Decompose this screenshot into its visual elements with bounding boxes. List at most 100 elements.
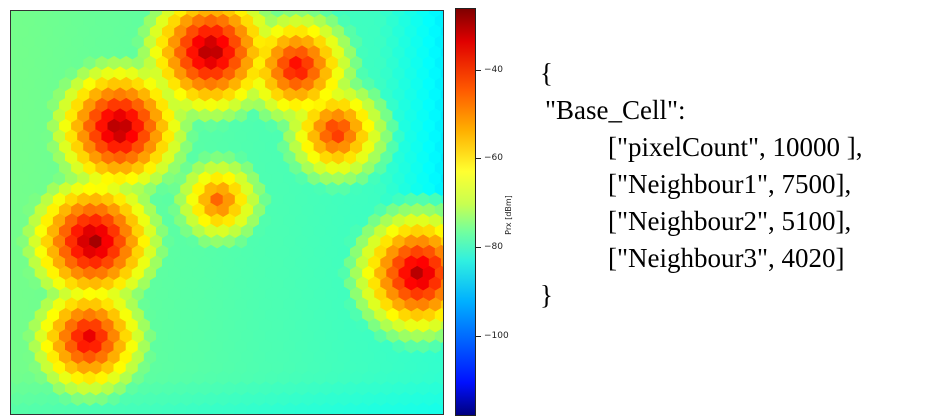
heatmap-cell	[234, 402, 248, 414]
heatmap-cell	[228, 160, 242, 177]
heatmap-cell	[392, 171, 406, 187]
heatmap-cell	[398, 223, 412, 240]
heatmap-cell	[186, 255, 200, 271]
heatmap-cell	[119, 181, 133, 198]
heatmap-cell	[228, 202, 242, 219]
heatmap-cell	[137, 171, 151, 187]
heatmap-cell	[343, 276, 358, 292]
heatmap-cell	[101, 234, 115, 250]
heatmap-cell	[295, 108, 309, 124]
heatmap-cell	[331, 276, 345, 292]
heatmap-cell	[343, 192, 358, 208]
heatmap-cell	[240, 139, 254, 156]
heatmap-cell	[46, 34, 60, 51]
heatmap-cell	[113, 171, 127, 187]
heatmap-cell	[362, 328, 376, 345]
heatmap-cell	[59, 34, 73, 51]
heatmap-cell	[368, 318, 382, 334]
heatmap-cell	[149, 24, 164, 40]
heatmap-cell	[307, 108, 321, 124]
heatmap-cell	[95, 370, 109, 387]
heatmap-cell	[337, 118, 351, 135]
heatmap-cell	[253, 118, 267, 135]
heatmap-cell	[416, 108, 430, 124]
heatmap-cell	[289, 118, 303, 135]
heatmap-cell	[192, 244, 206, 261]
heatmap-cell	[119, 391, 133, 408]
heatmap-cell	[368, 150, 382, 166]
heatmap-cell	[343, 24, 358, 40]
heatmap-cell	[40, 87, 54, 103]
heatmap-cell	[325, 97, 339, 114]
heatmap-cell	[380, 87, 394, 103]
heatmap-cell	[319, 276, 333, 292]
heatmap-cell	[343, 339, 358, 355]
heatmap-cell	[416, 171, 430, 187]
heatmap-cell	[398, 181, 412, 198]
heatmap-cell	[52, 87, 67, 103]
heatmap-cell	[65, 24, 79, 40]
heatmap-cell	[368, 192, 382, 208]
heatmap-cell	[107, 181, 121, 198]
heatmap-cell	[295, 213, 309, 229]
heatmap-cell	[11, 181, 24, 198]
heatmap-cell	[289, 181, 303, 198]
heatmap-cell	[422, 13, 436, 30]
heatmap-cell	[16, 129, 30, 145]
heatmap-cell	[422, 286, 436, 303]
heatmap-cell	[210, 45, 224, 61]
heatmap-cell	[301, 13, 315, 30]
heatmap-cell	[180, 13, 194, 30]
heatmap-cell	[234, 381, 248, 397]
heatmap-cell	[380, 129, 394, 145]
heatmap-cell	[386, 391, 400, 408]
heatmap-cell	[271, 171, 285, 187]
heatmap-cell	[156, 328, 170, 345]
heatmap-cell	[216, 34, 230, 51]
colorbar-tick-label: −80	[484, 242, 503, 252]
heatmap-cell	[240, 34, 254, 51]
heatmap-cell	[319, 234, 333, 250]
heatmap-cell	[52, 381, 67, 397]
heatmap-cell	[362, 139, 376, 156]
heatmap-cell	[380, 108, 394, 124]
heatmap-cell	[52, 255, 67, 271]
heatmap-cell	[101, 171, 115, 187]
heatmap-cell	[28, 108, 42, 124]
heatmap-cell	[362, 349, 376, 366]
heatmap-cell	[368, 45, 382, 61]
heatmap-cell	[428, 276, 442, 292]
heatmap-cell	[295, 402, 309, 414]
heatmap-cell	[137, 339, 151, 355]
heatmap-cell	[319, 297, 333, 313]
heatmap-cell	[246, 381, 261, 397]
heatmap-cell	[107, 13, 121, 30]
heatmap-cell	[125, 192, 139, 208]
heatmap-cell	[416, 381, 430, 397]
heatmap-cell	[240, 181, 254, 198]
heatmap-cell	[222, 129, 236, 145]
heatmap-cell	[356, 402, 370, 414]
heatmap-cell	[192, 160, 206, 177]
heatmap-cell	[52, 234, 67, 250]
heatmap-cell	[374, 139, 388, 156]
heatmap-cell	[289, 370, 303, 387]
heatmap-cell	[374, 34, 388, 51]
heatmap-cell	[11, 160, 24, 177]
heatmap-cell	[228, 328, 242, 345]
heatmap-cell	[137, 381, 151, 397]
heatmap-cell	[368, 213, 382, 229]
heatmap-cell	[283, 213, 297, 229]
heatmap-cell	[119, 370, 133, 387]
heatmap-cell	[404, 129, 418, 145]
heatmap-cell	[368, 276, 382, 292]
heatmap-cell	[228, 223, 242, 240]
heatmap-cell	[71, 307, 85, 324]
heatmap-cell	[313, 181, 327, 198]
heatmap-cell	[410, 13, 424, 30]
heatmap-cell	[301, 370, 315, 387]
heatmap-cell	[28, 213, 42, 229]
heatmap-cell	[283, 402, 297, 414]
heatmap-cell	[131, 286, 145, 303]
heatmap-cell	[16, 255, 30, 271]
